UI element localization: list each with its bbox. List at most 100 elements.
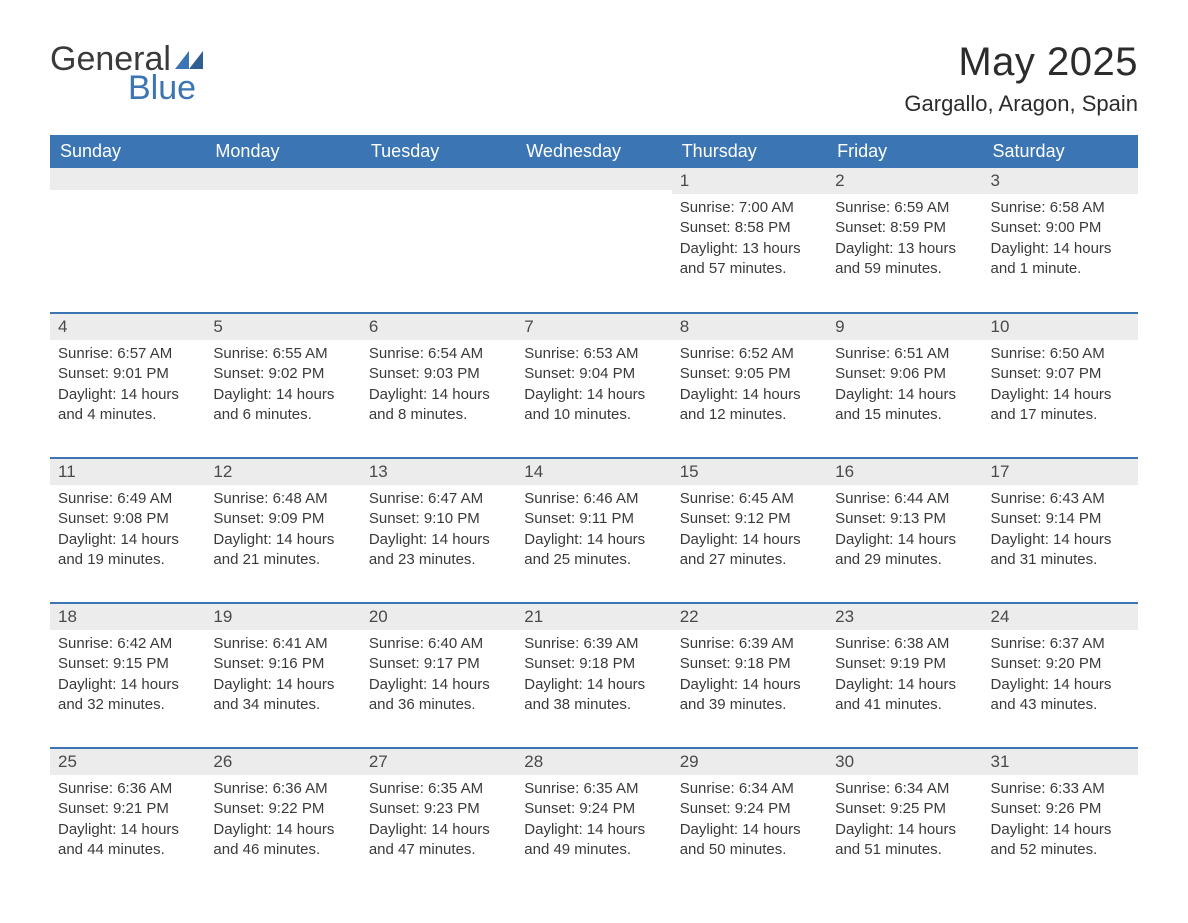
sunset-line: Sunset: 9:23 PM: [369, 799, 508, 819]
day-content: Sunrise: 6:38 AMSunset: 9:19 PMDaylight:…: [827, 630, 982, 723]
day-number-bar: 22: [672, 604, 827, 630]
logo-triangle-icon: [175, 51, 203, 69]
day-content: Sunrise: 6:50 AMSunset: 9:07 PMDaylight:…: [983, 340, 1138, 433]
sunrise-line: Sunrise: 6:34 AM: [835, 779, 974, 799]
day-content: Sunrise: 6:34 AMSunset: 9:25 PMDaylight:…: [827, 775, 982, 868]
calendar-cell: 26Sunrise: 6:36 AMSunset: 9:22 PMDayligh…: [205, 748, 360, 893]
calendar-cell: [361, 168, 516, 313]
day-number-bar: 6: [361, 314, 516, 340]
sunset-line: Sunset: 9:03 PM: [369, 364, 508, 384]
day-content: Sunrise: 6:41 AMSunset: 9:16 PMDaylight:…: [205, 630, 360, 723]
sunrise-line: Sunrise: 6:43 AM: [991, 489, 1130, 509]
calendar-cell: 3Sunrise: 6:58 AMSunset: 9:00 PMDaylight…: [983, 168, 1138, 313]
day-content: Sunrise: 6:58 AMSunset: 9:00 PMDaylight:…: [983, 194, 1138, 287]
sunset-line: Sunset: 9:18 PM: [680, 654, 819, 674]
daylight-line: Daylight: 14 hours and 43 minutes.: [991, 675, 1130, 716]
calendar-cell: 4Sunrise: 6:57 AMSunset: 9:01 PMDaylight…: [50, 313, 205, 458]
day-content: Sunrise: 6:53 AMSunset: 9:04 PMDaylight:…: [516, 340, 671, 433]
calendar-week-row: 18Sunrise: 6:42 AMSunset: 9:15 PMDayligh…: [50, 603, 1138, 748]
day-number-bar: 4: [50, 314, 205, 340]
sunset-line: Sunset: 8:58 PM: [680, 218, 819, 238]
day-content: Sunrise: 6:46 AMSunset: 9:11 PMDaylight:…: [516, 485, 671, 578]
calendar-cell: 10Sunrise: 6:50 AMSunset: 9:07 PMDayligh…: [983, 313, 1138, 458]
day-content: Sunrise: 6:36 AMSunset: 9:21 PMDaylight:…: [50, 775, 205, 868]
day-content: Sunrise: 6:35 AMSunset: 9:24 PMDaylight:…: [516, 775, 671, 868]
weekday-header: Thursday: [672, 135, 827, 168]
calendar-cell: 13Sunrise: 6:47 AMSunset: 9:10 PMDayligh…: [361, 458, 516, 603]
sunrise-line: Sunrise: 6:44 AM: [835, 489, 974, 509]
sunset-line: Sunset: 9:20 PM: [991, 654, 1130, 674]
weekday-header: Sunday: [50, 135, 205, 168]
day-number-bar: 5: [205, 314, 360, 340]
day-number-bar: 20: [361, 604, 516, 630]
calendar-week-row: 11Sunrise: 6:49 AMSunset: 9:08 PMDayligh…: [50, 458, 1138, 603]
day-content: Sunrise: 6:34 AMSunset: 9:24 PMDaylight:…: [672, 775, 827, 868]
sunset-line: Sunset: 9:13 PM: [835, 509, 974, 529]
sunrise-line: Sunrise: 6:36 AM: [213, 779, 352, 799]
day-content: Sunrise: 6:40 AMSunset: 9:17 PMDaylight:…: [361, 630, 516, 723]
daylight-line: Daylight: 14 hours and 15 minutes.: [835, 385, 974, 426]
day-number-bar: 2: [827, 168, 982, 194]
daylight-line: Daylight: 14 hours and 17 minutes.: [991, 385, 1130, 426]
daylight-line: Daylight: 14 hours and 51 minutes.: [835, 820, 974, 861]
sunrise-line: Sunrise: 6:55 AM: [213, 344, 352, 364]
day-number-bar: 9: [827, 314, 982, 340]
weekday-header: Friday: [827, 135, 982, 168]
daylight-line: Daylight: 14 hours and 19 minutes.: [58, 530, 197, 571]
sunset-line: Sunset: 9:14 PM: [991, 509, 1130, 529]
daylight-line: Daylight: 14 hours and 34 minutes.: [213, 675, 352, 716]
sunset-line: Sunset: 9:04 PM: [524, 364, 663, 384]
daylight-line: Daylight: 14 hours and 8 minutes.: [369, 385, 508, 426]
day-content: Sunrise: 6:33 AMSunset: 9:26 PMDaylight:…: [983, 775, 1138, 868]
sunset-line: Sunset: 9:06 PM: [835, 364, 974, 384]
daylight-line: Daylight: 14 hours and 47 minutes.: [369, 820, 508, 861]
sunrise-line: Sunrise: 6:53 AM: [524, 344, 663, 364]
day-number-bar: 23: [827, 604, 982, 630]
day-content: Sunrise: 6:54 AMSunset: 9:03 PMDaylight:…: [361, 340, 516, 433]
sunset-line: Sunset: 9:11 PM: [524, 509, 663, 529]
weekday-header: Wednesday: [516, 135, 671, 168]
day-number-bar: [50, 168, 205, 190]
sunrise-line: Sunrise: 6:39 AM: [524, 634, 663, 654]
day-number-bar: 28: [516, 749, 671, 775]
daylight-line: Daylight: 13 hours and 59 minutes.: [835, 239, 974, 280]
sunset-line: Sunset: 9:00 PM: [991, 218, 1130, 238]
calendar-cell: 15Sunrise: 6:45 AMSunset: 9:12 PMDayligh…: [672, 458, 827, 603]
daylight-line: Daylight: 14 hours and 32 minutes.: [58, 675, 197, 716]
daylight-line: Daylight: 14 hours and 27 minutes.: [680, 530, 819, 571]
day-content: Sunrise: 6:43 AMSunset: 9:14 PMDaylight:…: [983, 485, 1138, 578]
daylight-line: Daylight: 14 hours and 12 minutes.: [680, 385, 819, 426]
day-number-bar: 3: [983, 168, 1138, 194]
daylight-line: Daylight: 14 hours and 29 minutes.: [835, 530, 974, 571]
calendar-cell: [205, 168, 360, 313]
daylight-line: Daylight: 14 hours and 44 minutes.: [58, 820, 197, 861]
sunrise-line: Sunrise: 6:48 AM: [213, 489, 352, 509]
sunrise-line: Sunrise: 6:34 AM: [680, 779, 819, 799]
sunset-line: Sunset: 9:17 PM: [369, 654, 508, 674]
title-block: May 2025 Gargallo, Aragon, Spain: [904, 40, 1138, 117]
sunset-line: Sunset: 9:24 PM: [524, 799, 663, 819]
daylight-line: Daylight: 14 hours and 50 minutes.: [680, 820, 819, 861]
day-content: Sunrise: 6:48 AMSunset: 9:09 PMDaylight:…: [205, 485, 360, 578]
sunrise-line: Sunrise: 7:00 AM: [680, 198, 819, 218]
calendar-body: 1Sunrise: 7:00 AMSunset: 8:58 PMDaylight…: [50, 168, 1138, 893]
day-content: Sunrise: 6:39 AMSunset: 9:18 PMDaylight:…: [516, 630, 671, 723]
sunrise-line: Sunrise: 6:59 AM: [835, 198, 974, 218]
daylight-line: Daylight: 14 hours and 10 minutes.: [524, 385, 663, 426]
day-content: Sunrise: 6:57 AMSunset: 9:01 PMDaylight:…: [50, 340, 205, 433]
daylight-line: Daylight: 14 hours and 31 minutes.: [991, 530, 1130, 571]
sunset-line: Sunset: 9:22 PM: [213, 799, 352, 819]
day-number-bar: 26: [205, 749, 360, 775]
sunrise-line: Sunrise: 6:45 AM: [680, 489, 819, 509]
weekday-header: Monday: [205, 135, 360, 168]
daylight-line: Daylight: 14 hours and 23 minutes.: [369, 530, 508, 571]
daylight-line: Daylight: 14 hours and 1 minute.: [991, 239, 1130, 280]
calendar-page: General Blue May 2025 Gargallo, Aragon, …: [0, 0, 1188, 923]
calendar-cell: 9Sunrise: 6:51 AMSunset: 9:06 PMDaylight…: [827, 313, 982, 458]
calendar-cell: 28Sunrise: 6:35 AMSunset: 9:24 PMDayligh…: [516, 748, 671, 893]
daylight-line: Daylight: 14 hours and 49 minutes.: [524, 820, 663, 861]
sunrise-line: Sunrise: 6:49 AM: [58, 489, 197, 509]
calendar-cell: 23Sunrise: 6:38 AMSunset: 9:19 PMDayligh…: [827, 603, 982, 748]
day-number-bar: 12: [205, 459, 360, 485]
daylight-line: Daylight: 14 hours and 39 minutes.: [680, 675, 819, 716]
